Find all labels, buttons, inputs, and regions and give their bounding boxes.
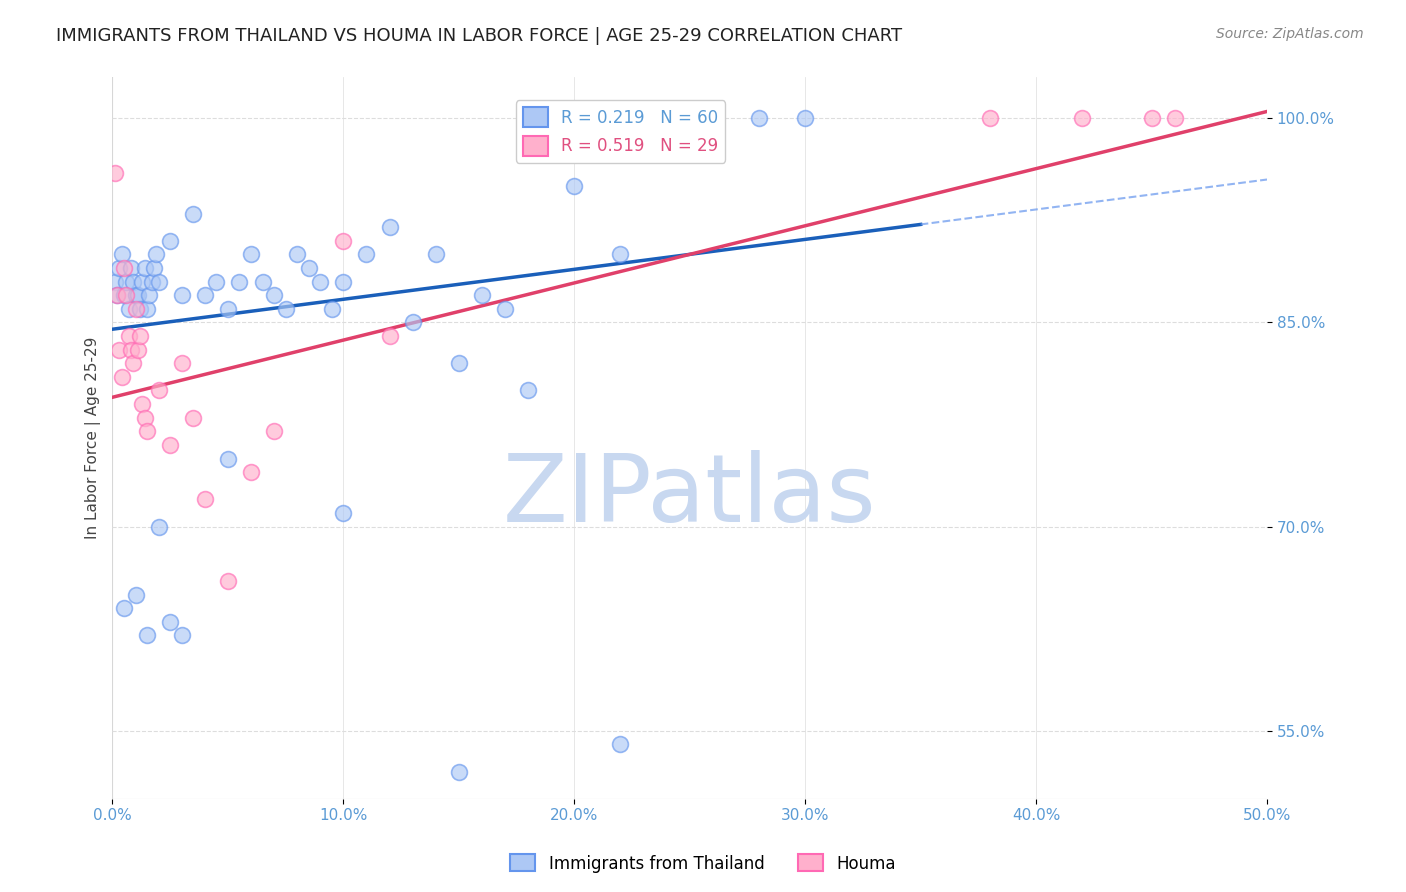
Point <box>159 615 181 629</box>
Point <box>108 343 131 357</box>
Point <box>217 301 239 316</box>
Point <box>131 275 153 289</box>
Point <box>274 301 297 316</box>
Point <box>655 112 678 126</box>
Point <box>263 425 285 439</box>
Point <box>217 574 239 588</box>
Point <box>181 410 204 425</box>
Point <box>401 315 423 329</box>
Point <box>134 410 156 425</box>
Point <box>136 425 159 439</box>
Point <box>104 275 127 289</box>
Point <box>378 329 401 343</box>
Point <box>111 247 134 261</box>
Point <box>112 601 135 615</box>
Point <box>120 343 142 357</box>
Point <box>517 384 540 398</box>
Point <box>120 260 142 275</box>
Point <box>141 275 163 289</box>
Point <box>239 247 262 261</box>
Point <box>263 288 285 302</box>
Point <box>138 288 160 302</box>
Point <box>124 301 146 316</box>
Point <box>702 112 724 126</box>
Point <box>129 329 152 343</box>
Point <box>1140 112 1163 126</box>
Point <box>356 247 378 261</box>
Point <box>122 356 145 370</box>
Point <box>205 275 228 289</box>
Point <box>124 288 146 302</box>
Point <box>124 588 146 602</box>
Point <box>112 288 135 302</box>
Legend: R = 0.219   N = 60, R = 0.519   N = 29: R = 0.219 N = 60, R = 0.519 N = 29 <box>516 100 725 162</box>
Point <box>562 179 585 194</box>
Point <box>148 519 170 533</box>
Point <box>105 288 128 302</box>
Point <box>609 247 631 261</box>
Point <box>148 275 170 289</box>
Point <box>228 275 250 289</box>
Point <box>143 260 166 275</box>
Point <box>134 260 156 275</box>
Point <box>117 301 139 316</box>
Point <box>332 275 354 289</box>
Text: IMMIGRANTS FROM THAILAND VS HOUMA IN LABOR FORCE | AGE 25-29 CORRELATION CHART: IMMIGRANTS FROM THAILAND VS HOUMA IN LAB… <box>56 27 903 45</box>
Point <box>332 506 354 520</box>
Point <box>136 301 159 316</box>
Point <box>122 275 145 289</box>
Text: Source: ZipAtlas.com: Source: ZipAtlas.com <box>1216 27 1364 41</box>
Point <box>794 112 817 126</box>
Point <box>159 234 181 248</box>
Point <box>105 288 128 302</box>
Point <box>194 288 217 302</box>
Point <box>239 465 262 479</box>
Point <box>217 451 239 466</box>
Point <box>252 275 274 289</box>
Point <box>979 112 1001 126</box>
Point <box>194 492 217 507</box>
Point <box>494 301 516 316</box>
Point <box>127 343 149 357</box>
Point <box>112 260 135 275</box>
Point <box>115 288 138 302</box>
Point <box>115 275 138 289</box>
Point <box>136 628 159 642</box>
Point <box>170 628 193 642</box>
Point <box>117 329 139 343</box>
Point <box>181 206 204 220</box>
Point <box>131 397 153 411</box>
Point <box>471 288 494 302</box>
Point <box>447 764 470 779</box>
Point <box>108 260 131 275</box>
Point <box>129 301 152 316</box>
Point <box>321 301 343 316</box>
Legend: Immigrants from Thailand, Houma: Immigrants from Thailand, Houma <box>503 847 903 880</box>
Point <box>111 369 134 384</box>
Point <box>425 247 447 261</box>
Point <box>447 356 470 370</box>
Point <box>609 737 631 751</box>
Point <box>104 166 127 180</box>
Point <box>127 288 149 302</box>
Y-axis label: In Labor Force | Age 25-29: In Labor Force | Age 25-29 <box>86 337 101 540</box>
Point <box>332 234 354 248</box>
Text: ZIPatlas: ZIPatlas <box>503 450 876 541</box>
Point <box>148 384 170 398</box>
Point <box>285 247 308 261</box>
Point <box>378 220 401 235</box>
Point <box>159 438 181 452</box>
Point <box>170 288 193 302</box>
Point <box>298 260 321 275</box>
Point <box>1071 112 1094 126</box>
Point <box>170 356 193 370</box>
Point <box>748 112 770 126</box>
Point <box>145 247 167 261</box>
Point <box>309 275 332 289</box>
Point <box>1163 112 1185 126</box>
